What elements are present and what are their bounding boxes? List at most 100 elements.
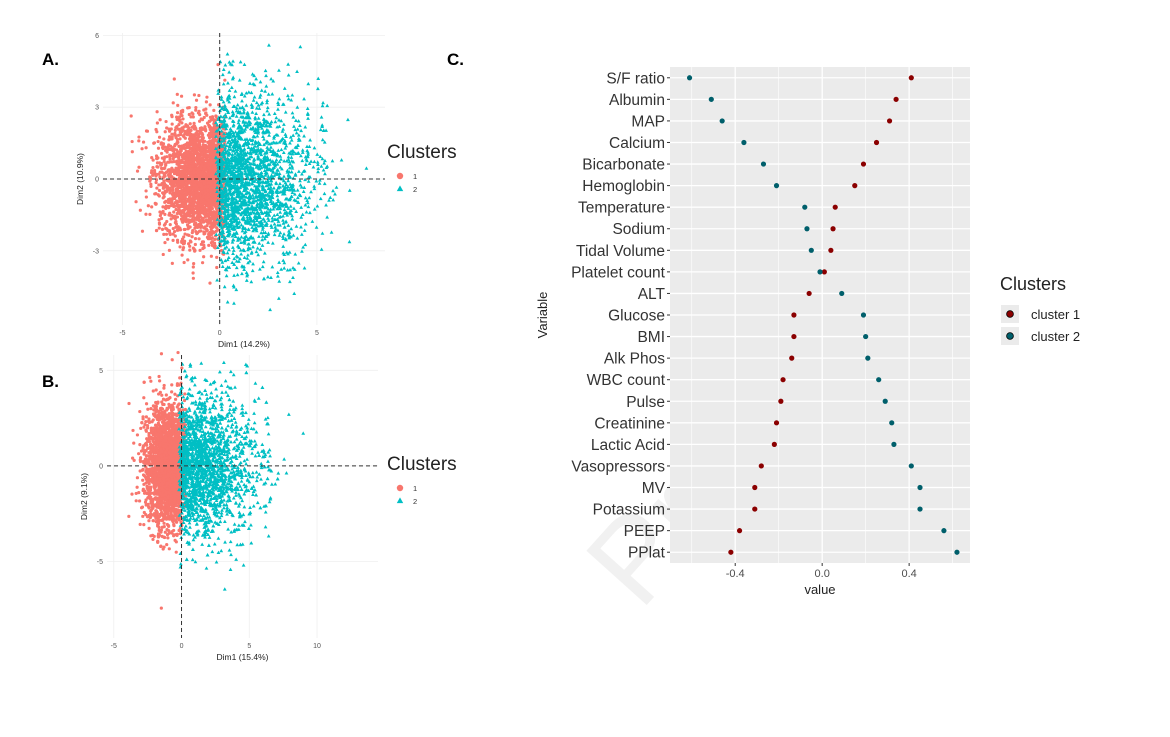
cluster-1-point	[174, 219, 178, 224]
cluster-2-point	[234, 114, 239, 118]
cluster-1-point	[199, 242, 203, 246]
cluster-1-point	[191, 246, 195, 250]
cluster-1-point	[190, 206, 194, 210]
cluster-2-point	[321, 100, 325, 105]
cluster-1-point	[191, 271, 195, 275]
cluster-2-point	[278, 210, 283, 214]
cluster-1-point	[171, 152, 176, 156]
cluster-2-point	[322, 181, 327, 186]
cluster-1-point	[157, 218, 161, 222]
cluster-1-point	[189, 137, 193, 141]
cluster-1-point	[177, 211, 181, 215]
cluster-1-point	[145, 129, 150, 133]
cluster-1-point	[187, 129, 191, 133]
cluster-1-point	[202, 108, 206, 112]
cluster-2-point	[291, 233, 296, 237]
cluster-2-point	[269, 223, 273, 228]
cluster-1-point	[173, 234, 177, 238]
cluster-2-point	[274, 157, 279, 162]
cluster-1-point	[200, 138, 205, 142]
cluster-1-point	[154, 127, 158, 132]
cluster-1-point	[204, 168, 208, 172]
cluster-2-point	[260, 243, 265, 247]
cluster-1-point	[146, 204, 150, 208]
y-axis-title: Dim2 (10.9%)	[75, 153, 85, 205]
cluster-1-point	[192, 136, 196, 140]
cluster-1-point	[155, 156, 159, 161]
cluster-2-point	[251, 262, 255, 266]
cluster-2-point	[300, 212, 305, 217]
cluster-1-point	[207, 232, 211, 237]
cluster-1-point	[180, 114, 184, 118]
cluster-2-point	[312, 145, 317, 150]
cluster-2-point	[225, 250, 230, 255]
cluster-1-point	[185, 124, 189, 128]
cluster-1-point	[187, 106, 191, 110]
cluster-1-point	[151, 389, 155, 393]
cluster-2-point	[328, 195, 333, 200]
cluster-1-point	[175, 111, 180, 115]
cluster-1-point	[209, 159, 213, 163]
cluster-1-point	[155, 186, 159, 190]
cluster-1-point	[172, 77, 176, 81]
cluster-1-point	[162, 166, 166, 171]
cluster-1-point	[158, 214, 162, 218]
cluster-2-point	[231, 245, 235, 249]
cluster-1-point	[193, 125, 197, 129]
cluster-2-point	[292, 291, 297, 295]
cluster-1-point	[173, 217, 177, 221]
cluster-1-point	[146, 407, 150, 411]
cluster-2-point	[318, 196, 323, 201]
cluster-1-point	[201, 195, 205, 199]
cluster-2-point	[275, 270, 280, 275]
cluster-1-point	[159, 216, 164, 221]
cluster-2-point	[267, 112, 272, 116]
cluster-2-point	[230, 109, 235, 114]
cluster-2-point	[273, 119, 278, 124]
cluster-1-point	[187, 141, 191, 145]
cluster-2-point	[240, 99, 244, 103]
cluster-1-point	[166, 198, 171, 202]
cluster-1-point	[202, 255, 206, 259]
cluster-1-point	[194, 105, 198, 110]
cluster-1-point	[160, 227, 165, 232]
cluster-2-point	[305, 148, 310, 153]
cluster-1-point	[177, 133, 181, 137]
cluster-2-point	[238, 60, 243, 64]
cluster-1-point	[191, 183, 196, 187]
x-tick-label: -5	[119, 330, 125, 337]
cluster-1-point	[162, 179, 166, 183]
cluster-1-point	[187, 160, 191, 164]
cluster-1-point	[192, 93, 197, 97]
legend-label-2: 2	[413, 185, 417, 194]
y-tick-label: 5	[99, 368, 103, 375]
cluster-1-point	[193, 242, 197, 247]
cluster-1-point	[205, 149, 210, 154]
cluster-2-point	[293, 252, 298, 256]
cluster-1-point	[206, 193, 210, 197]
cluster-1-point	[193, 237, 198, 241]
cluster-2-point	[227, 70, 232, 74]
cluster-1-point	[177, 157, 181, 161]
cluster-1-point	[198, 248, 202, 252]
cluster-1-point	[200, 190, 204, 194]
cluster-1-point	[206, 133, 211, 137]
cluster-2-point	[317, 181, 322, 185]
cluster-2-point	[330, 158, 335, 163]
cluster-1-point	[140, 229, 145, 233]
cluster-1-point	[197, 155, 201, 159]
cluster-2-point	[303, 222, 308, 226]
cluster-1-point	[144, 212, 148, 216]
cluster-2-point	[302, 228, 307, 232]
cluster-1-point	[168, 191, 172, 195]
cluster-1-point	[180, 253, 184, 257]
cluster-1-point	[170, 188, 175, 192]
cluster-1-point	[164, 119, 168, 124]
cluster-1-point	[205, 212, 209, 216]
cluster-2-point	[314, 225, 319, 229]
cluster-1-point	[171, 226, 175, 231]
cluster-1-point	[204, 227, 209, 231]
cluster-1-point	[216, 62, 220, 67]
cluster-2-point	[291, 133, 296, 137]
